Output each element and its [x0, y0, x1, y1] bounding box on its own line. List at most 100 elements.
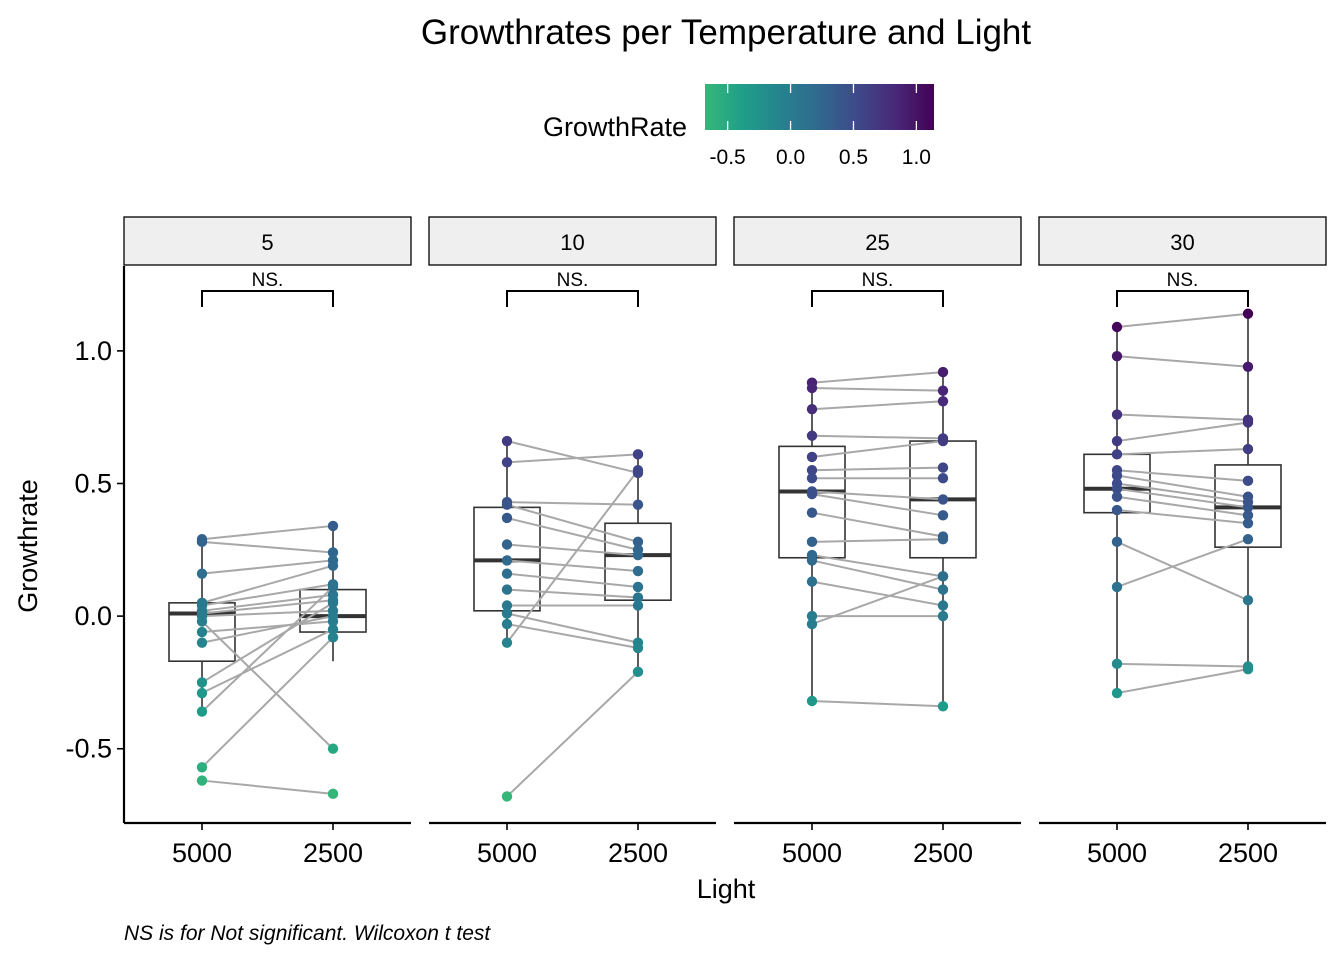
pair-line [506, 501, 639, 506]
pair-line [201, 620, 334, 634]
facet-strip-label: 5 [261, 230, 273, 255]
data-point [806, 404, 818, 415]
x-tick-label: 2500 [608, 838, 668, 868]
pair-line [1116, 421, 1249, 443]
data-point [1242, 443, 1254, 455]
x-tick-label: 2500 [913, 838, 973, 868]
pair-line [811, 371, 944, 384]
x-axis-title: Light [697, 874, 756, 904]
x-tick-label: 2500 [303, 838, 363, 868]
data-point [632, 536, 644, 548]
data-point [501, 618, 513, 630]
data-point [327, 547, 339, 558]
pair-line [201, 628, 334, 694]
data-point [501, 568, 513, 579]
colorbar [705, 84, 934, 130]
pair-line [811, 434, 944, 440]
data-point [501, 457, 513, 468]
data-point [327, 624, 339, 635]
pair-line [811, 699, 944, 708]
facet-panel: 30 5000 2500 NS. [1038, 216, 1327, 868]
data-point [806, 610, 818, 622]
pair-line [811, 440, 944, 458]
pair-line [811, 511, 944, 538]
colorbar-tick-label: 1.0 [902, 146, 931, 169]
pair-line [1116, 509, 1249, 525]
pair-line [506, 612, 639, 644]
data-point [327, 520, 339, 532]
pair-line [201, 593, 334, 612]
data-point [806, 507, 818, 518]
data-point [1111, 409, 1123, 420]
pair-line [506, 517, 639, 551]
facet-strip-label: 10 [560, 230, 584, 255]
data-point [632, 499, 644, 510]
pair-line [506, 543, 639, 557]
data-point [501, 584, 513, 595]
data-point [1111, 350, 1123, 362]
y-tick-label: 0.5 [74, 468, 112, 498]
data-point [1111, 536, 1123, 548]
y-tick-label: 0.0 [74, 601, 112, 631]
data-point [1111, 483, 1123, 494]
x-tick-label: 5000 [172, 838, 232, 868]
y-tick-label: -0.5 [65, 734, 112, 764]
data-point [937, 385, 949, 396]
data-point [937, 494, 949, 505]
data-point [327, 610, 339, 622]
pair-line [1116, 448, 1249, 456]
colorbar-tick-label: 0.5 [839, 146, 868, 169]
data-point [1111, 581, 1123, 593]
data-point [806, 465, 818, 476]
data-point [1242, 417, 1254, 428]
data-point [937, 396, 949, 407]
data-point [1111, 321, 1123, 333]
data-point [806, 382, 818, 394]
pair-line [811, 575, 944, 626]
data-point [1111, 435, 1123, 447]
chart-caption: NS is for Not significant. Wilcoxon t te… [124, 922, 491, 945]
significance-bracket [1116, 290, 1249, 307]
data-point [1111, 470, 1123, 481]
pair-line [201, 620, 334, 750]
facet-strip-label: 30 [1170, 230, 1194, 255]
pair-line [506, 623, 639, 649]
data-point [196, 687, 208, 699]
data-point [1242, 595, 1254, 606]
x-tick-label: 2500 [1218, 838, 1278, 868]
data-point [806, 451, 818, 463]
pair-line [506, 503, 639, 543]
pair-line [811, 580, 944, 607]
facet-panel: 10 5000 2500 NS. [428, 216, 717, 868]
pair-line [506, 469, 639, 644]
data-point [501, 499, 513, 510]
significance-label: NS. [1167, 270, 1199, 291]
data-point [1242, 518, 1254, 529]
data-point [806, 430, 818, 441]
x-tick-label: 5000 [782, 838, 842, 868]
data-point [196, 626, 208, 638]
data-point [937, 472, 949, 484]
pair-line [1116, 540, 1249, 602]
colorbar-tick-label: -0.5 [710, 146, 746, 169]
facet-strip [123, 216, 412, 266]
data-point [806, 695, 818, 707]
data-point [937, 600, 949, 611]
data-point [196, 775, 208, 786]
data-point [1111, 449, 1123, 460]
pair-line [1116, 668, 1249, 695]
data-point [1242, 663, 1254, 675]
pair-line [811, 493, 944, 517]
pair-line [201, 540, 334, 554]
pair-line [201, 559, 334, 575]
significance-bracket [506, 290, 639, 307]
data-point [937, 701, 949, 712]
data-point [632, 581, 644, 593]
pair-line [1116, 312, 1249, 328]
pair-line [1116, 355, 1249, 368]
pair-line [201, 599, 334, 615]
data-point [196, 706, 208, 717]
pair-line [811, 538, 944, 543]
chart-title: Growthrates per Temperature and Light [421, 13, 1032, 52]
